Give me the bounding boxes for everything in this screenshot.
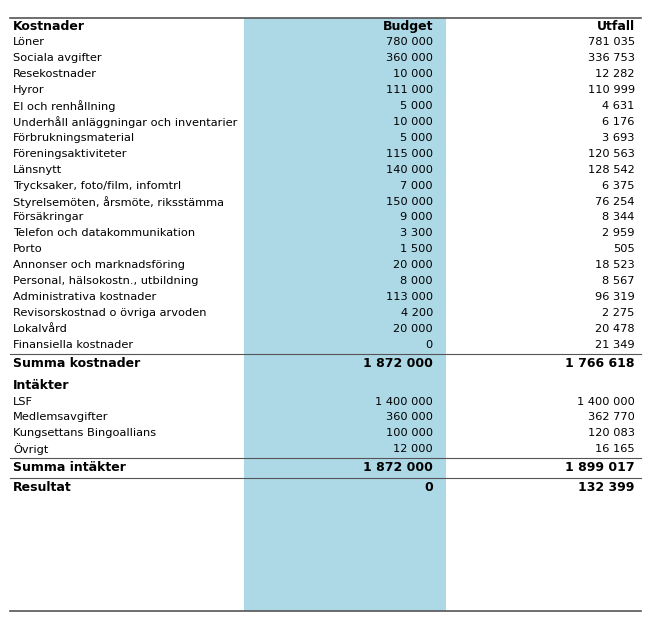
Text: Finansiella kostnader: Finansiella kostnader	[13, 340, 133, 350]
Text: Revisorskostnad o övriga arvoden: Revisorskostnad o övriga arvoden	[13, 308, 206, 318]
Text: 6 375: 6 375	[602, 181, 635, 191]
Text: 1 872 000: 1 872 000	[363, 357, 433, 370]
Text: 120 563: 120 563	[588, 149, 635, 159]
Text: Övrigt: Övrigt	[13, 443, 48, 456]
Text: 115 000: 115 000	[386, 149, 433, 159]
Text: 8 567: 8 567	[602, 276, 635, 286]
Text: Porto: Porto	[13, 244, 43, 254]
Text: 113 000: 113 000	[386, 292, 433, 302]
Text: 10 000: 10 000	[393, 69, 433, 79]
Text: Summa kostnader: Summa kostnader	[13, 357, 140, 370]
Text: 9 000: 9 000	[400, 213, 433, 222]
Text: Utfall: Utfall	[596, 20, 635, 32]
Text: 111 000: 111 000	[386, 85, 433, 95]
Text: 0: 0	[426, 340, 433, 350]
Text: 150 000: 150 000	[386, 196, 433, 206]
Text: Telefon och datakommunikation: Telefon och datakommunikation	[13, 228, 195, 238]
Text: 128 542: 128 542	[588, 164, 635, 174]
Text: Föreningsaktiviteter: Föreningsaktiviteter	[13, 149, 128, 159]
Text: 362 770: 362 770	[588, 412, 635, 422]
Text: Kostnader: Kostnader	[13, 20, 85, 32]
Text: Styrelsemöten, årsmöte, riksstämma: Styrelsemöten, årsmöte, riksstämma	[13, 196, 224, 208]
Text: Budget: Budget	[382, 20, 433, 32]
Text: 2 275: 2 275	[602, 308, 635, 318]
Text: 12 000: 12 000	[393, 444, 433, 454]
Text: 1 500: 1 500	[400, 244, 433, 254]
Text: 360 000: 360 000	[386, 53, 433, 63]
Text: 781 035: 781 035	[588, 38, 635, 47]
Text: 1 872 000: 1 872 000	[363, 461, 433, 474]
Text: El och renhållning: El och renhållning	[13, 100, 115, 112]
Text: 1 766 618: 1 766 618	[565, 357, 635, 370]
Text: Resekostnader: Resekostnader	[13, 69, 97, 79]
Text: 2 959: 2 959	[602, 228, 635, 238]
Bar	[244, 18, 446, 611]
Text: Personal, hälsokostn., utbildning: Personal, hälsokostn., utbildning	[13, 276, 199, 286]
Text: 4 200: 4 200	[400, 308, 433, 318]
Text: 12 282: 12 282	[595, 69, 635, 79]
Text: 360 000: 360 000	[386, 412, 433, 422]
Text: Hyror: Hyror	[13, 85, 45, 95]
Text: Medlemsavgifter: Medlemsavgifter	[13, 412, 109, 422]
Text: 1 400 000: 1 400 000	[577, 396, 635, 406]
Text: Intäkter: Intäkter	[13, 379, 70, 392]
Text: 132 399: 132 399	[578, 481, 635, 494]
Text: 505: 505	[613, 244, 635, 254]
Text: LSF: LSF	[13, 396, 33, 406]
Text: 1 400 000: 1 400 000	[375, 396, 433, 406]
Text: 0: 0	[424, 481, 433, 494]
Text: 20 000: 20 000	[393, 324, 433, 334]
Text: 21 349: 21 349	[595, 340, 635, 350]
Text: 10 000: 10 000	[393, 117, 433, 127]
Text: Kungsettans Bingoallians: Kungsettans Bingoallians	[13, 428, 156, 438]
Text: Löner: Löner	[13, 38, 45, 47]
Text: Sociala avgifter: Sociala avgifter	[13, 53, 102, 63]
Text: 5 000: 5 000	[400, 132, 433, 142]
Text: Lokalvård: Lokalvård	[13, 324, 68, 334]
Text: 18 523: 18 523	[595, 260, 635, 270]
Text: 8 000: 8 000	[400, 276, 433, 286]
Text: 8 344: 8 344	[602, 213, 635, 222]
Text: Administrativa kostnader: Administrativa kostnader	[13, 292, 156, 302]
Text: 96 319: 96 319	[595, 292, 635, 302]
Text: 16 165: 16 165	[595, 444, 635, 454]
Text: 5 000: 5 000	[400, 101, 433, 111]
Text: Annonser och marknadsföring: Annonser och marknadsföring	[13, 260, 185, 270]
Text: 3 693: 3 693	[602, 132, 635, 142]
Text: 20 000: 20 000	[393, 260, 433, 270]
Text: 140 000: 140 000	[386, 164, 433, 174]
Text: Resultat: Resultat	[13, 481, 72, 494]
Text: 7 000: 7 000	[400, 181, 433, 191]
Text: 1 899 017: 1 899 017	[565, 461, 635, 474]
Text: Trycksaker, foto/film, infomtrl: Trycksaker, foto/film, infomtrl	[13, 181, 181, 191]
Text: Förbrukningsmaterial: Förbrukningsmaterial	[13, 132, 135, 142]
Text: Summa intäkter: Summa intäkter	[13, 461, 126, 474]
Text: 76 254: 76 254	[595, 196, 635, 206]
Text: 3 300: 3 300	[400, 228, 433, 238]
Text: 780 000: 780 000	[386, 38, 433, 47]
Text: 4 631: 4 631	[602, 101, 635, 111]
Text: Länsnytt: Länsnytt	[13, 164, 62, 174]
Text: 336 753: 336 753	[588, 53, 635, 63]
Text: Underhåll anläggningar och inventarier: Underhåll anläggningar och inventarier	[13, 116, 238, 128]
Text: 6 176: 6 176	[602, 117, 635, 127]
Text: Försäkringar: Försäkringar	[13, 213, 85, 222]
Text: 120 083: 120 083	[588, 428, 635, 438]
Text: 110 999: 110 999	[588, 85, 635, 95]
Text: 20 478: 20 478	[595, 324, 635, 334]
Text: 100 000: 100 000	[386, 428, 433, 438]
